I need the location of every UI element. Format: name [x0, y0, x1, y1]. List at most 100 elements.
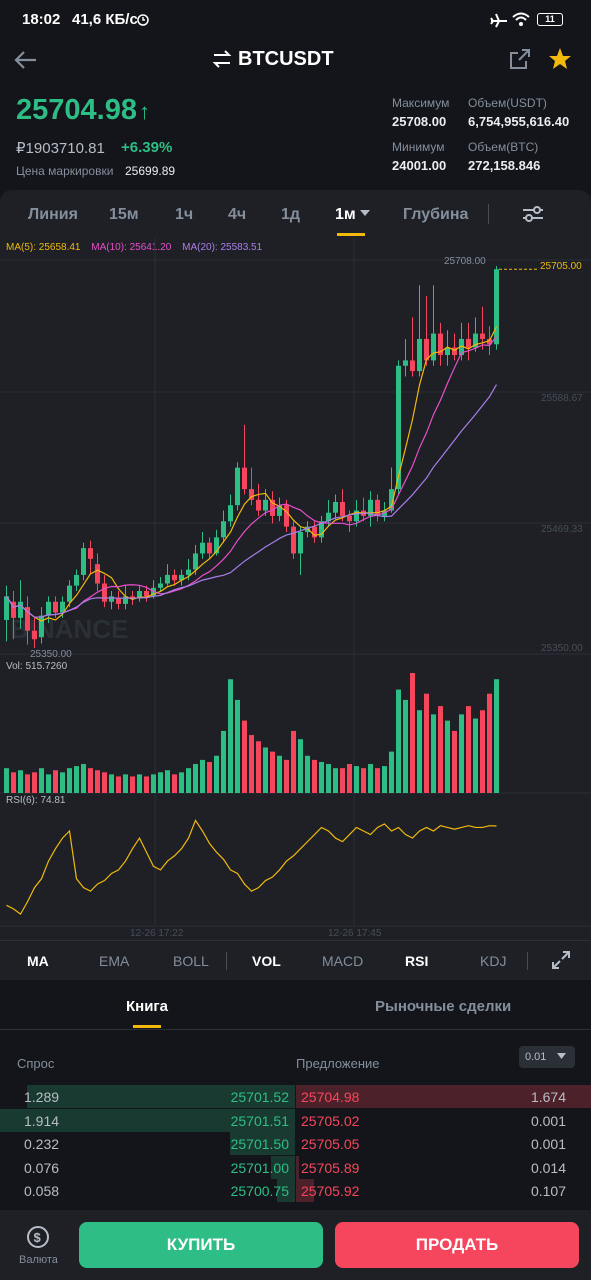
volume-usdt-value: 6,754,955,616.40 [468, 114, 570, 129]
precision-select[interactable]: 0.01 [519, 1046, 575, 1068]
bid-price: 25701.51 [230, 1112, 289, 1129]
bottom-bar: $ Валюта КУПИТЬ ПРОДАТЬ [0, 1210, 591, 1280]
volume-bar [242, 720, 247, 793]
order-book-row[interactable]: 1.289 25701.52 25704.98 1.674 [0, 1085, 591, 1108]
tab-market-trades[interactable]: Рыночные сделки [375, 998, 512, 1015]
ask-depth-bar [296, 1179, 314, 1202]
order-book-row[interactable]: 0.058 25700.75 25705.92 0.107 [0, 1179, 591, 1202]
volume-btc-value: 272,158.846 [468, 158, 541, 173]
tab-1d[interactable]: 1д [281, 206, 301, 223]
order-book-row[interactable]: 1.914 25701.51 25705.02 0.001 [0, 1108, 591, 1132]
tab-order-book[interactable]: Книга [126, 998, 169, 1015]
indicator-bar: MA EMA BOLL VOL MACD RSI KDJ [0, 940, 591, 980]
candle-body [298, 532, 303, 554]
volume-bar [95, 770, 100, 793]
volume-bar [32, 772, 37, 793]
settings-sliders-icon[interactable] [522, 204, 544, 224]
tab-depth[interactable]: Глубина [403, 206, 469, 223]
indicator-ema[interactable]: EMA [99, 953, 130, 969]
active-tab-underline [337, 233, 365, 236]
candle-body [11, 601, 16, 618]
candle-body [445, 347, 450, 356]
candle-body [326, 512, 331, 522]
volume-bar [193, 764, 198, 793]
favorite-star-icon[interactable] [547, 46, 573, 72]
ask-price: 25704.98 [301, 1089, 360, 1105]
back-arrow-icon[interactable] [12, 46, 40, 74]
currency-convert-icon[interactable]: $ [25, 1224, 51, 1250]
volume-bar [312, 759, 317, 793]
pair-title[interactable]: BTCUSDT [238, 48, 334, 70]
candle-body [88, 548, 93, 559]
indicator-rsi[interactable]: RSI [405, 953, 429, 969]
price-change: +6.39% [121, 139, 173, 156]
volume-bar [221, 730, 226, 793]
ask-price: 25705.92 [301, 1183, 360, 1199]
volume-usdt-label: Объем(USDT) [468, 96, 547, 110]
candle-body [312, 526, 317, 538]
indicator-ma[interactable]: MA [27, 953, 49, 969]
volume-bar [361, 768, 366, 793]
volume-bar [4, 768, 9, 793]
tab-line[interactable]: Линия [28, 206, 78, 223]
last-price-tag: 25705.00 [540, 261, 582, 272]
volume-bar [144, 776, 149, 793]
bid-qty: 1.289 [24, 1089, 60, 1105]
volume-bar [186, 768, 191, 793]
chart-area[interactable]: MA(5): 25658.41 MA(10): 25641.20 MA(20):… [0, 238, 591, 940]
chevron-down-icon[interactable] [360, 209, 370, 217]
candlestick-chart[interactable]: BINANCE 25705.00 25708.00 25588.67 25469… [0, 238, 591, 940]
swap-pair-icon[interactable] [212, 50, 232, 68]
indicator-kdj[interactable]: KDJ [480, 953, 507, 969]
candle-body [410, 360, 415, 372]
volume-bar [494, 679, 499, 793]
volume-bar [340, 768, 345, 793]
candle-body [396, 365, 401, 490]
ask-header: Предложение [296, 1056, 380, 1071]
order-book-row[interactable]: 0.076 25701.00 25705.89 0.014 [0, 1155, 591, 1179]
volume-bar [459, 714, 464, 793]
volume-bar [46, 774, 51, 793]
bid-header: Спрос [17, 1056, 55, 1071]
ask-depth-bar [296, 1155, 299, 1179]
battery-level: 11 [545, 14, 555, 24]
candle-body [284, 505, 289, 527]
volume-bar [39, 768, 44, 793]
sell-button[interactable]: ПРОДАТЬ [335, 1222, 579, 1268]
bid-price: 25701.52 [230, 1089, 289, 1105]
bid-qty: 0.058 [24, 1183, 60, 1199]
price-axis-label: 25350.00 [541, 643, 583, 654]
share-external-icon[interactable] [508, 47, 532, 71]
candle-body [319, 521, 324, 538]
ask-price: 25705.89 [301, 1159, 360, 1176]
indicator-macd[interactable]: MACD [322, 953, 364, 969]
fullscreen-icon[interactable] [552, 951, 570, 969]
indicator-vol[interactable]: VOL [252, 953, 281, 969]
order-book-row[interactable]: 0.232 25701.50 25705.05 0.001 [0, 1132, 591, 1155]
volume-bar [116, 776, 121, 793]
volume-bar [207, 761, 212, 793]
volume-bar [256, 741, 261, 793]
alarm-icon [137, 14, 149, 26]
volume-bar [88, 768, 93, 793]
volume-bar [347, 764, 352, 793]
tab-15m[interactable]: 15м [109, 206, 139, 223]
candle-body [221, 521, 226, 538]
tab-1h[interactable]: 1ч [175, 206, 194, 223]
candle-body [417, 338, 422, 372]
volume-bar [375, 768, 380, 793]
indicator-boll[interactable]: BOLL [173, 953, 209, 969]
chevron-down-icon [557, 1053, 566, 1059]
volume-bar [403, 699, 408, 793]
buy-button[interactable]: КУПИТЬ [79, 1222, 323, 1268]
candle-body [347, 515, 352, 522]
time-label: 12-26 17:45 [328, 928, 382, 939]
candle-body [494, 269, 499, 345]
tab-4h[interactable]: 4ч [228, 206, 247, 223]
candle-body [235, 467, 240, 506]
tab-1m[interactable]: 1м [335, 206, 356, 223]
volume-bar [396, 689, 401, 793]
volume-bar [333, 768, 338, 793]
volume-bar [438, 706, 443, 793]
volume-bar [179, 772, 184, 793]
